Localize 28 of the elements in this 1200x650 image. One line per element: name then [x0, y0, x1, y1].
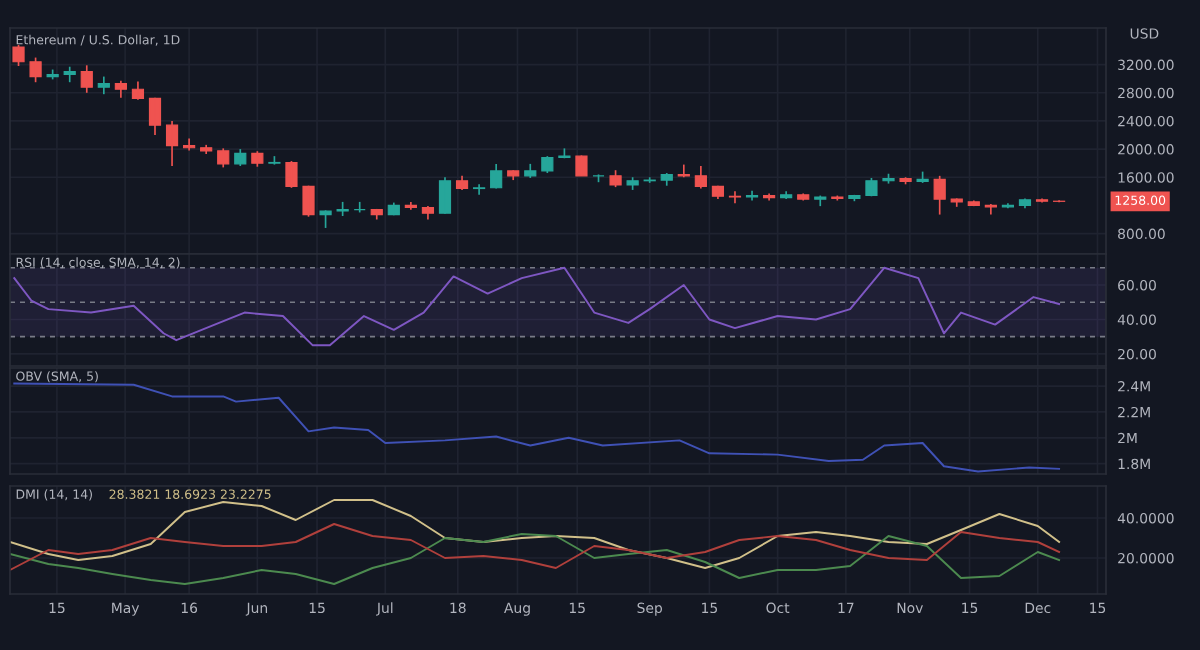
candlestick: [1035, 197, 1049, 204]
candlestick: [865, 177, 878, 198]
candlestick: [831, 194, 844, 202]
line-series: [13, 382, 1061, 473]
candlestick: [814, 194, 827, 207]
candlestick: [677, 163, 690, 179]
candlestick: [745, 189, 759, 202]
line-series: [10, 499, 1061, 569]
line-series: [10, 523, 1061, 571]
candlestick: [353, 201, 366, 214]
candlestick: [507, 169, 520, 181]
candlestick: [575, 154, 588, 177]
candlestick: [643, 176, 656, 184]
candlestick: [967, 199, 980, 207]
candlestick: [12, 44, 25, 67]
line-series: [10, 533, 1061, 585]
candlestick: [728, 190, 742, 205]
candlestick: [950, 197, 963, 208]
candlestick: [797, 192, 810, 202]
candlestick: [200, 144, 213, 155]
candlestick: [933, 175, 946, 216]
candlestick: [524, 163, 537, 179]
candlestick: [302, 184, 315, 218]
candlestick: [473, 183, 486, 196]
line-series: [13, 266, 1061, 347]
candlestick: [285, 160, 298, 189]
candlestick: [29, 56, 42, 84]
candlestick: [97, 75, 110, 96]
